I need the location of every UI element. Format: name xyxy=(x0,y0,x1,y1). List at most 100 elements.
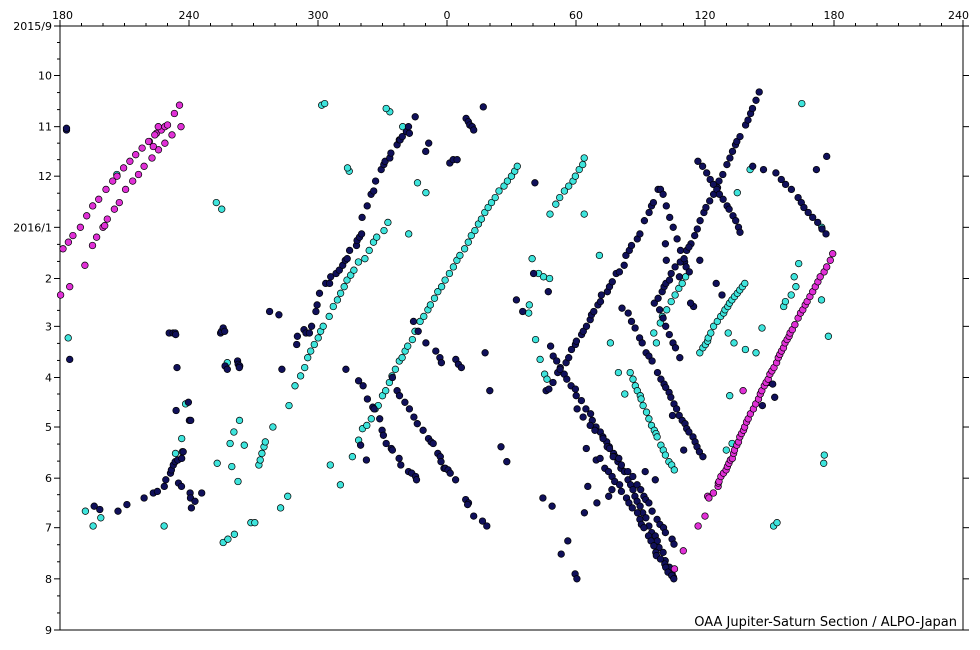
navy-point xyxy=(580,509,589,517)
cyan-point xyxy=(503,177,512,185)
navy-point xyxy=(191,497,199,505)
navy-point xyxy=(624,467,632,476)
navy-point xyxy=(586,410,595,418)
navy-point xyxy=(725,205,733,213)
navy-point xyxy=(96,505,104,514)
navy-point xyxy=(604,467,613,476)
navy-point xyxy=(769,380,777,388)
navy-point xyxy=(483,522,491,530)
magenta-point xyxy=(709,489,718,497)
navy-point xyxy=(698,162,707,170)
cyan-point xyxy=(713,317,721,326)
navy-point xyxy=(726,154,734,162)
magenta-point xyxy=(132,151,140,159)
navy-point xyxy=(758,401,767,410)
navy-point xyxy=(781,180,790,189)
navy-point xyxy=(662,256,670,264)
navy-point xyxy=(615,481,624,489)
navy-point xyxy=(752,96,760,104)
cyan-point xyxy=(256,456,264,464)
navy-point xyxy=(387,149,395,157)
navy-point xyxy=(673,235,681,243)
navy-point xyxy=(404,123,413,131)
magenta-point xyxy=(140,162,148,170)
navy-point xyxy=(593,499,601,507)
magenta-point xyxy=(705,494,713,502)
cyan-point xyxy=(629,375,637,383)
cyan-point xyxy=(653,433,661,441)
navy-point xyxy=(596,297,605,306)
cyan-point xyxy=(621,390,629,398)
navy-point xyxy=(371,177,380,185)
navy-point xyxy=(695,448,704,456)
cyan-point xyxy=(434,288,442,296)
magenta-point xyxy=(144,137,153,146)
magenta-point xyxy=(154,123,162,131)
x-tick-label: 60 xyxy=(569,9,583,22)
navy-point xyxy=(398,132,406,141)
cyan-point xyxy=(382,104,390,113)
navy-point xyxy=(667,393,675,401)
navy-point xyxy=(411,113,419,121)
cyan-point xyxy=(545,274,554,283)
cyan-point xyxy=(460,245,469,253)
navy-point xyxy=(437,359,446,367)
navy-point xyxy=(641,467,649,476)
cyan-point xyxy=(97,514,105,522)
cyan-point xyxy=(213,459,221,467)
y-tick-label: 7 xyxy=(45,522,52,535)
navy-point xyxy=(800,203,808,212)
navy-point xyxy=(187,416,195,425)
magenta-point xyxy=(138,144,146,152)
cyan-point xyxy=(575,165,583,174)
navy-point xyxy=(184,398,193,406)
navy-point xyxy=(818,225,826,233)
navy-point xyxy=(363,202,371,210)
cyan-point xyxy=(663,306,671,314)
navy-point xyxy=(453,156,461,164)
navy-point xyxy=(590,307,598,316)
cyan-point xyxy=(218,205,226,213)
cyan-point xyxy=(525,301,533,309)
navy-point xyxy=(325,279,334,288)
navy-point xyxy=(662,383,670,392)
navy-point xyxy=(235,363,243,372)
navy-point xyxy=(357,230,366,238)
navy-point xyxy=(617,461,626,469)
cyan-point xyxy=(251,519,259,527)
cyan-point xyxy=(528,255,536,263)
navy-point xyxy=(728,147,737,156)
cyan-point xyxy=(422,189,430,197)
navy-point xyxy=(572,337,581,345)
navy-point xyxy=(481,349,489,357)
navy-point xyxy=(723,160,731,169)
navy-point xyxy=(668,411,677,420)
cyan-point xyxy=(326,461,334,469)
navy-point xyxy=(631,324,639,332)
navy-point xyxy=(557,550,565,558)
cyan-point xyxy=(304,354,312,362)
navy-point xyxy=(173,363,181,372)
navy-point xyxy=(656,555,665,563)
navy-point xyxy=(307,322,316,330)
navy-point xyxy=(615,454,623,463)
cyan-point xyxy=(820,451,828,459)
cyan-point xyxy=(343,164,352,172)
navy-point xyxy=(627,241,636,250)
navy-point xyxy=(544,288,552,296)
navy-point xyxy=(531,179,539,187)
navy-point xyxy=(637,486,645,494)
magenta-point xyxy=(148,154,156,162)
magenta-point xyxy=(826,256,834,264)
cyan-point xyxy=(565,182,573,190)
navy-point xyxy=(671,344,680,352)
magenta-point xyxy=(59,245,67,253)
cyan-point xyxy=(595,251,604,260)
navy-point xyxy=(198,489,206,497)
navy-point xyxy=(278,365,286,373)
navy-point xyxy=(676,246,685,255)
navy-point xyxy=(388,446,397,454)
navy-point xyxy=(662,322,670,330)
cyan-point xyxy=(661,451,670,459)
